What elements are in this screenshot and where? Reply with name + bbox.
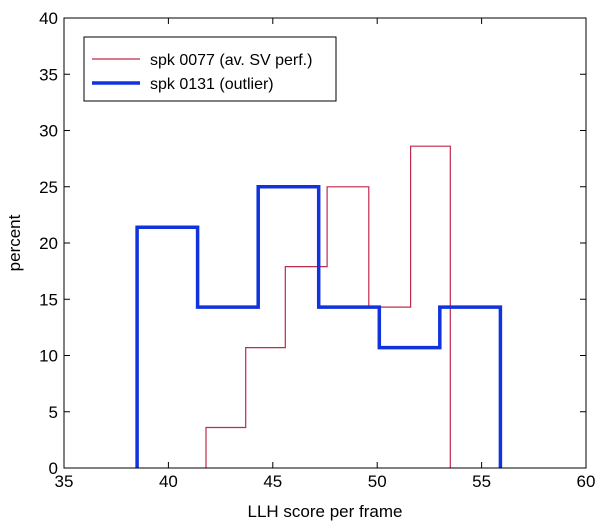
series-2-histogram	[135, 185, 503, 468]
y-tick-label: 5	[49, 403, 58, 422]
y-tick-label: 15	[39, 290, 58, 309]
y-tick-label: 20	[39, 234, 58, 253]
y-tick-label: 35	[39, 65, 58, 84]
y-ticks: 0 5 10 15 20 25 30 35 40	[39, 9, 586, 478]
y-tick-label: 0	[49, 459, 58, 478]
legend: spk 0077 (av. SV perf.) spk 0131 (outlie…	[83, 36, 337, 102]
x-tick-label: 40	[159, 472, 178, 491]
y-tick-label: 40	[39, 9, 58, 28]
x-tick-label: 50	[368, 472, 387, 491]
x-tick-label: 45	[263, 472, 282, 491]
y-tick-label: 30	[39, 122, 58, 141]
x-tick-label: 35	[55, 472, 74, 491]
y-axis-label: percent	[5, 214, 24, 271]
y-tick-label: 25	[39, 178, 58, 197]
x-tick-label: 55	[472, 472, 491, 491]
x-axis-label: LLH score per frame	[248, 502, 403, 521]
x-tick-label: 60	[577, 472, 596, 491]
series-layer	[135, 145, 503, 468]
legend-label-series-2: spk 0131 (outlier)	[150, 76, 274, 93]
legend-box	[83, 36, 337, 102]
series-1-histogram	[205, 145, 451, 468]
y-tick-label: 10	[39, 347, 58, 366]
legend-label-series-1: spk 0077 (av. SV perf.)	[150, 52, 312, 69]
x-ticks: 35 40 45 50 55 60	[55, 18, 596, 491]
